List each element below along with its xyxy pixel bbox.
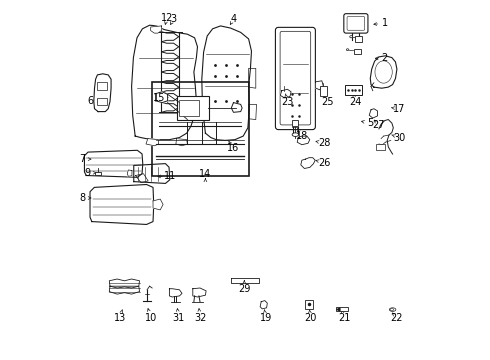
Polygon shape: [136, 174, 148, 183]
Text: 25: 25: [321, 96, 333, 107]
Polygon shape: [231, 278, 259, 283]
Polygon shape: [94, 74, 111, 112]
Polygon shape: [297, 136, 310, 145]
Text: 29: 29: [238, 284, 250, 294]
Text: 19: 19: [260, 312, 272, 323]
Text: 21: 21: [338, 312, 350, 323]
Text: 27: 27: [373, 120, 385, 130]
Text: 32: 32: [194, 312, 206, 323]
Polygon shape: [260, 301, 268, 309]
Ellipse shape: [375, 61, 392, 83]
Text: 8: 8: [79, 193, 85, 203]
Polygon shape: [202, 26, 251, 140]
Polygon shape: [248, 104, 257, 120]
Text: 24: 24: [350, 96, 362, 107]
Polygon shape: [231, 103, 242, 112]
FancyBboxPatch shape: [347, 17, 365, 30]
Text: 10: 10: [145, 312, 157, 323]
Text: 2: 2: [382, 53, 388, 63]
Polygon shape: [127, 170, 132, 176]
Polygon shape: [84, 150, 143, 177]
Polygon shape: [370, 56, 397, 88]
Text: 20: 20: [304, 312, 317, 323]
Text: 14: 14: [199, 168, 212, 179]
Text: 7: 7: [79, 154, 85, 164]
Bar: [96, 172, 101, 175]
Polygon shape: [170, 289, 182, 297]
Polygon shape: [156, 92, 168, 103]
Text: 11: 11: [164, 171, 176, 181]
Text: 15: 15: [153, 93, 166, 103]
Text: 22: 22: [391, 312, 403, 323]
Polygon shape: [132, 25, 197, 140]
Bar: [354, 49, 361, 54]
Text: 3: 3: [171, 14, 177, 24]
Bar: [305, 300, 313, 309]
Ellipse shape: [390, 309, 393, 311]
Bar: [345, 85, 363, 95]
Polygon shape: [369, 109, 377, 118]
Text: 23: 23: [281, 96, 294, 107]
Text: 17: 17: [393, 104, 405, 114]
Polygon shape: [134, 164, 170, 184]
Bar: [292, 120, 297, 126]
Bar: [319, 86, 327, 96]
Text: 16: 16: [227, 143, 240, 153]
FancyBboxPatch shape: [280, 31, 311, 125]
Text: 6: 6: [88, 96, 94, 106]
FancyBboxPatch shape: [275, 27, 316, 130]
Polygon shape: [109, 279, 140, 288]
Text: 26: 26: [318, 158, 330, 168]
Polygon shape: [280, 89, 291, 98]
Bar: [179, 100, 199, 116]
Text: 12: 12: [161, 13, 173, 23]
Bar: [98, 82, 107, 90]
Ellipse shape: [292, 133, 298, 136]
Polygon shape: [153, 199, 163, 210]
Ellipse shape: [346, 49, 349, 51]
Text: 18: 18: [296, 131, 308, 141]
Polygon shape: [90, 185, 154, 225]
Text: 31: 31: [172, 312, 185, 323]
Bar: [375, 144, 385, 150]
Text: 30: 30: [393, 132, 405, 143]
Polygon shape: [316, 81, 323, 90]
Text: 13: 13: [114, 312, 126, 323]
Polygon shape: [109, 286, 140, 294]
Polygon shape: [151, 26, 162, 33]
Text: 5: 5: [367, 118, 373, 128]
Text: 4: 4: [230, 14, 237, 24]
Text: 28: 28: [318, 138, 330, 148]
Polygon shape: [193, 288, 206, 297]
FancyBboxPatch shape: [344, 14, 368, 33]
Polygon shape: [176, 139, 187, 146]
Bar: [337, 307, 348, 311]
Ellipse shape: [350, 36, 353, 38]
Ellipse shape: [390, 308, 396, 311]
Polygon shape: [301, 158, 315, 168]
Polygon shape: [146, 139, 159, 146]
Bar: [98, 98, 107, 105]
Text: 1: 1: [382, 18, 389, 28]
Bar: [176, 96, 209, 120]
Polygon shape: [248, 68, 256, 88]
Bar: [355, 36, 363, 42]
Bar: [152, 82, 248, 176]
Text: 9: 9: [84, 168, 90, 178]
